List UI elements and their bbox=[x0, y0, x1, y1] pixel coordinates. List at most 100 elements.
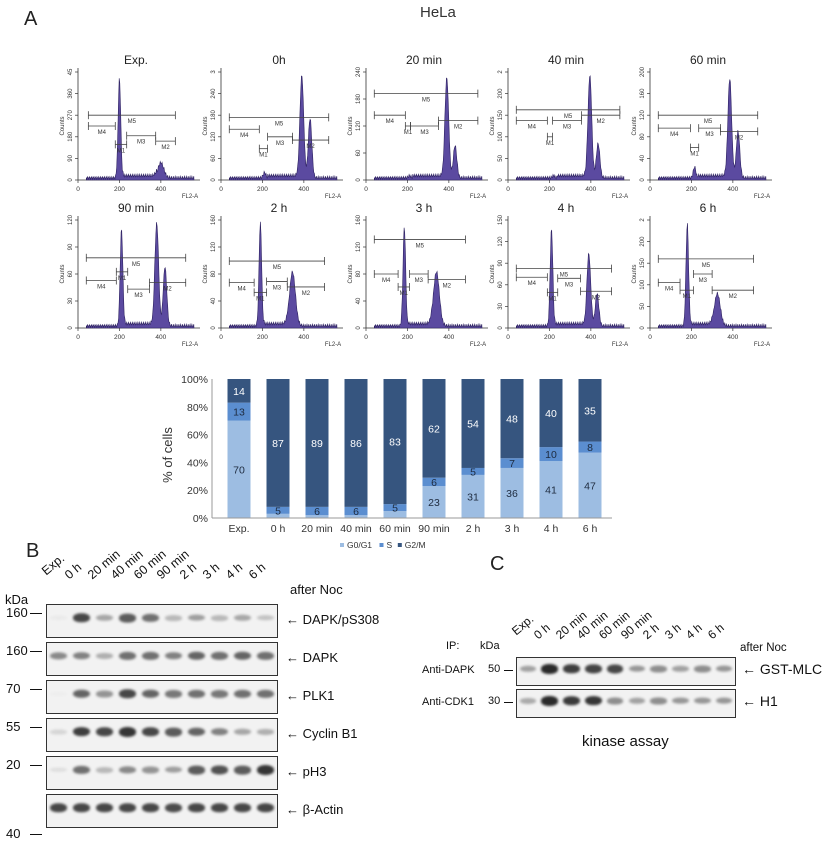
band bbox=[187, 765, 206, 775]
y-tick-label: 120 bbox=[356, 241, 362, 252]
marker-label: M2 bbox=[454, 125, 463, 131]
band bbox=[210, 614, 229, 621]
marker-m5: M5 bbox=[515, 105, 621, 120]
bar-data-label: 35 bbox=[584, 405, 596, 417]
x-axis-label: FL2-A bbox=[182, 342, 198, 348]
y-tick-label: 40 bbox=[356, 297, 362, 304]
band bbox=[233, 614, 252, 621]
y-tick-label: 60 bbox=[211, 154, 217, 161]
bar-segment-g0-g1 bbox=[578, 452, 602, 518]
y-tick-label: 180 bbox=[68, 131, 74, 142]
marker-label: M2 bbox=[729, 294, 738, 300]
y-tick-label: 0% bbox=[193, 513, 208, 525]
panel-c-letter: C bbox=[490, 553, 505, 575]
band-label-ph3: ← pH3 bbox=[286, 764, 327, 779]
y-tick-label: 40% bbox=[187, 457, 208, 469]
histogram-40-min: 40 min 0 50 100 150 200 2 Counts 0 200 400 FL2-A M5 M… bbox=[490, 53, 630, 200]
band bbox=[256, 764, 275, 775]
band bbox=[233, 689, 252, 698]
histogram-area bbox=[657, 223, 767, 329]
bar-data-label: 14 bbox=[233, 386, 245, 398]
y-tick-label: 120 bbox=[356, 120, 362, 131]
marker-m1: M1 bbox=[114, 140, 128, 154]
marker-label: M4 bbox=[665, 287, 674, 293]
y-tick-label: 50 bbox=[498, 154, 504, 161]
marker-label: M4 bbox=[98, 130, 107, 136]
marker-m1: M1 bbox=[546, 288, 559, 302]
x-tick-label: 20 min bbox=[301, 523, 333, 535]
flow-cytometry-histograms: Exp. 0 90 180 270 360 45 Counts 0 200 400 FL2-A M5 M4… bbox=[0, 0, 825, 360]
band bbox=[187, 614, 206, 622]
band bbox=[118, 726, 137, 737]
y-tick-label: 120 bbox=[640, 110, 646, 121]
x-axis-label: FL2-A bbox=[470, 194, 486, 200]
y-axis-label: Counts bbox=[632, 116, 638, 135]
band bbox=[95, 652, 114, 659]
marker-m4: M4 bbox=[85, 276, 117, 290]
band bbox=[650, 665, 667, 673]
marker-label: M1 bbox=[548, 296, 557, 302]
y-tick-label: 80 bbox=[211, 270, 217, 277]
band bbox=[233, 728, 252, 735]
band bbox=[585, 664, 602, 674]
y-tick-label: 200 bbox=[498, 88, 504, 99]
bar-segment-g2-m bbox=[422, 379, 446, 478]
x-axis-label: FL2-A bbox=[182, 194, 198, 200]
x-tick-label: 0 bbox=[76, 334, 80, 341]
bar-segment-s bbox=[461, 467, 485, 475]
histogram-area bbox=[373, 77, 483, 181]
y-tick-label: 60% bbox=[187, 430, 208, 442]
band bbox=[49, 767, 68, 773]
y-tick-label: 60 bbox=[356, 149, 362, 156]
y-tick-label: 0 bbox=[498, 326, 504, 330]
bar-segment-g0-g1 bbox=[227, 420, 251, 518]
marker-label: M1 bbox=[546, 141, 555, 147]
y-tick-label: 0 bbox=[211, 178, 217, 182]
y-tick-label: 160 bbox=[211, 214, 217, 225]
marker-m3: M3 bbox=[127, 285, 150, 299]
kda-tick bbox=[30, 727, 42, 728]
band-label-h1: ← H1 bbox=[742, 693, 778, 709]
ip-antibody-label: Anti-CDK1 bbox=[422, 696, 474, 708]
marker-label: M3 bbox=[137, 140, 146, 146]
marker-m5: M5 bbox=[657, 254, 754, 269]
y-axis-label: Counts bbox=[490, 116, 496, 135]
x-tick-label: 400 bbox=[585, 186, 596, 193]
bar-segment-s bbox=[422, 477, 446, 487]
band bbox=[585, 695, 602, 706]
x-tick-label: 400 bbox=[443, 334, 454, 341]
x-axis-label: FL2-A bbox=[470, 342, 486, 348]
band bbox=[233, 765, 252, 775]
y-axis-label: Counts bbox=[60, 116, 66, 135]
y-tick-label: 2 bbox=[640, 218, 646, 222]
legend-swatch bbox=[340, 543, 344, 547]
bar-data-label: 6 bbox=[353, 506, 359, 518]
band bbox=[118, 689, 137, 699]
marker-label: M4 bbox=[240, 133, 249, 139]
band bbox=[95, 727, 114, 737]
bar-data-label: 13 bbox=[233, 407, 245, 419]
y-axis-ticks: 0% 20% 40% 60% 80% 100% bbox=[181, 374, 208, 525]
band bbox=[49, 615, 68, 620]
marker-label: M4 bbox=[97, 284, 106, 290]
band bbox=[606, 664, 624, 674]
band bbox=[519, 697, 537, 704]
marker-label: M4 bbox=[528, 281, 537, 287]
marker-label: M5 bbox=[704, 119, 713, 125]
marker-m3: M3 bbox=[557, 274, 581, 288]
band bbox=[141, 803, 160, 813]
y-tick-label: 100 bbox=[498, 131, 504, 142]
band bbox=[672, 665, 689, 672]
y-tick-label: 200 bbox=[640, 66, 646, 77]
y-tick-label: 90 bbox=[498, 259, 504, 266]
y-axis-label: Counts bbox=[348, 116, 354, 135]
y-tick-label: 100 bbox=[640, 279, 646, 290]
marker-label: M5 bbox=[564, 114, 573, 120]
marker-label: M1 bbox=[259, 153, 268, 159]
legend-label: G2/M bbox=[405, 540, 426, 550]
y-tick-label: 0 bbox=[68, 178, 74, 182]
kda-marker-bottom: 40 bbox=[6, 826, 21, 841]
band bbox=[49, 729, 68, 735]
x-tick-label: 200 bbox=[686, 334, 697, 341]
